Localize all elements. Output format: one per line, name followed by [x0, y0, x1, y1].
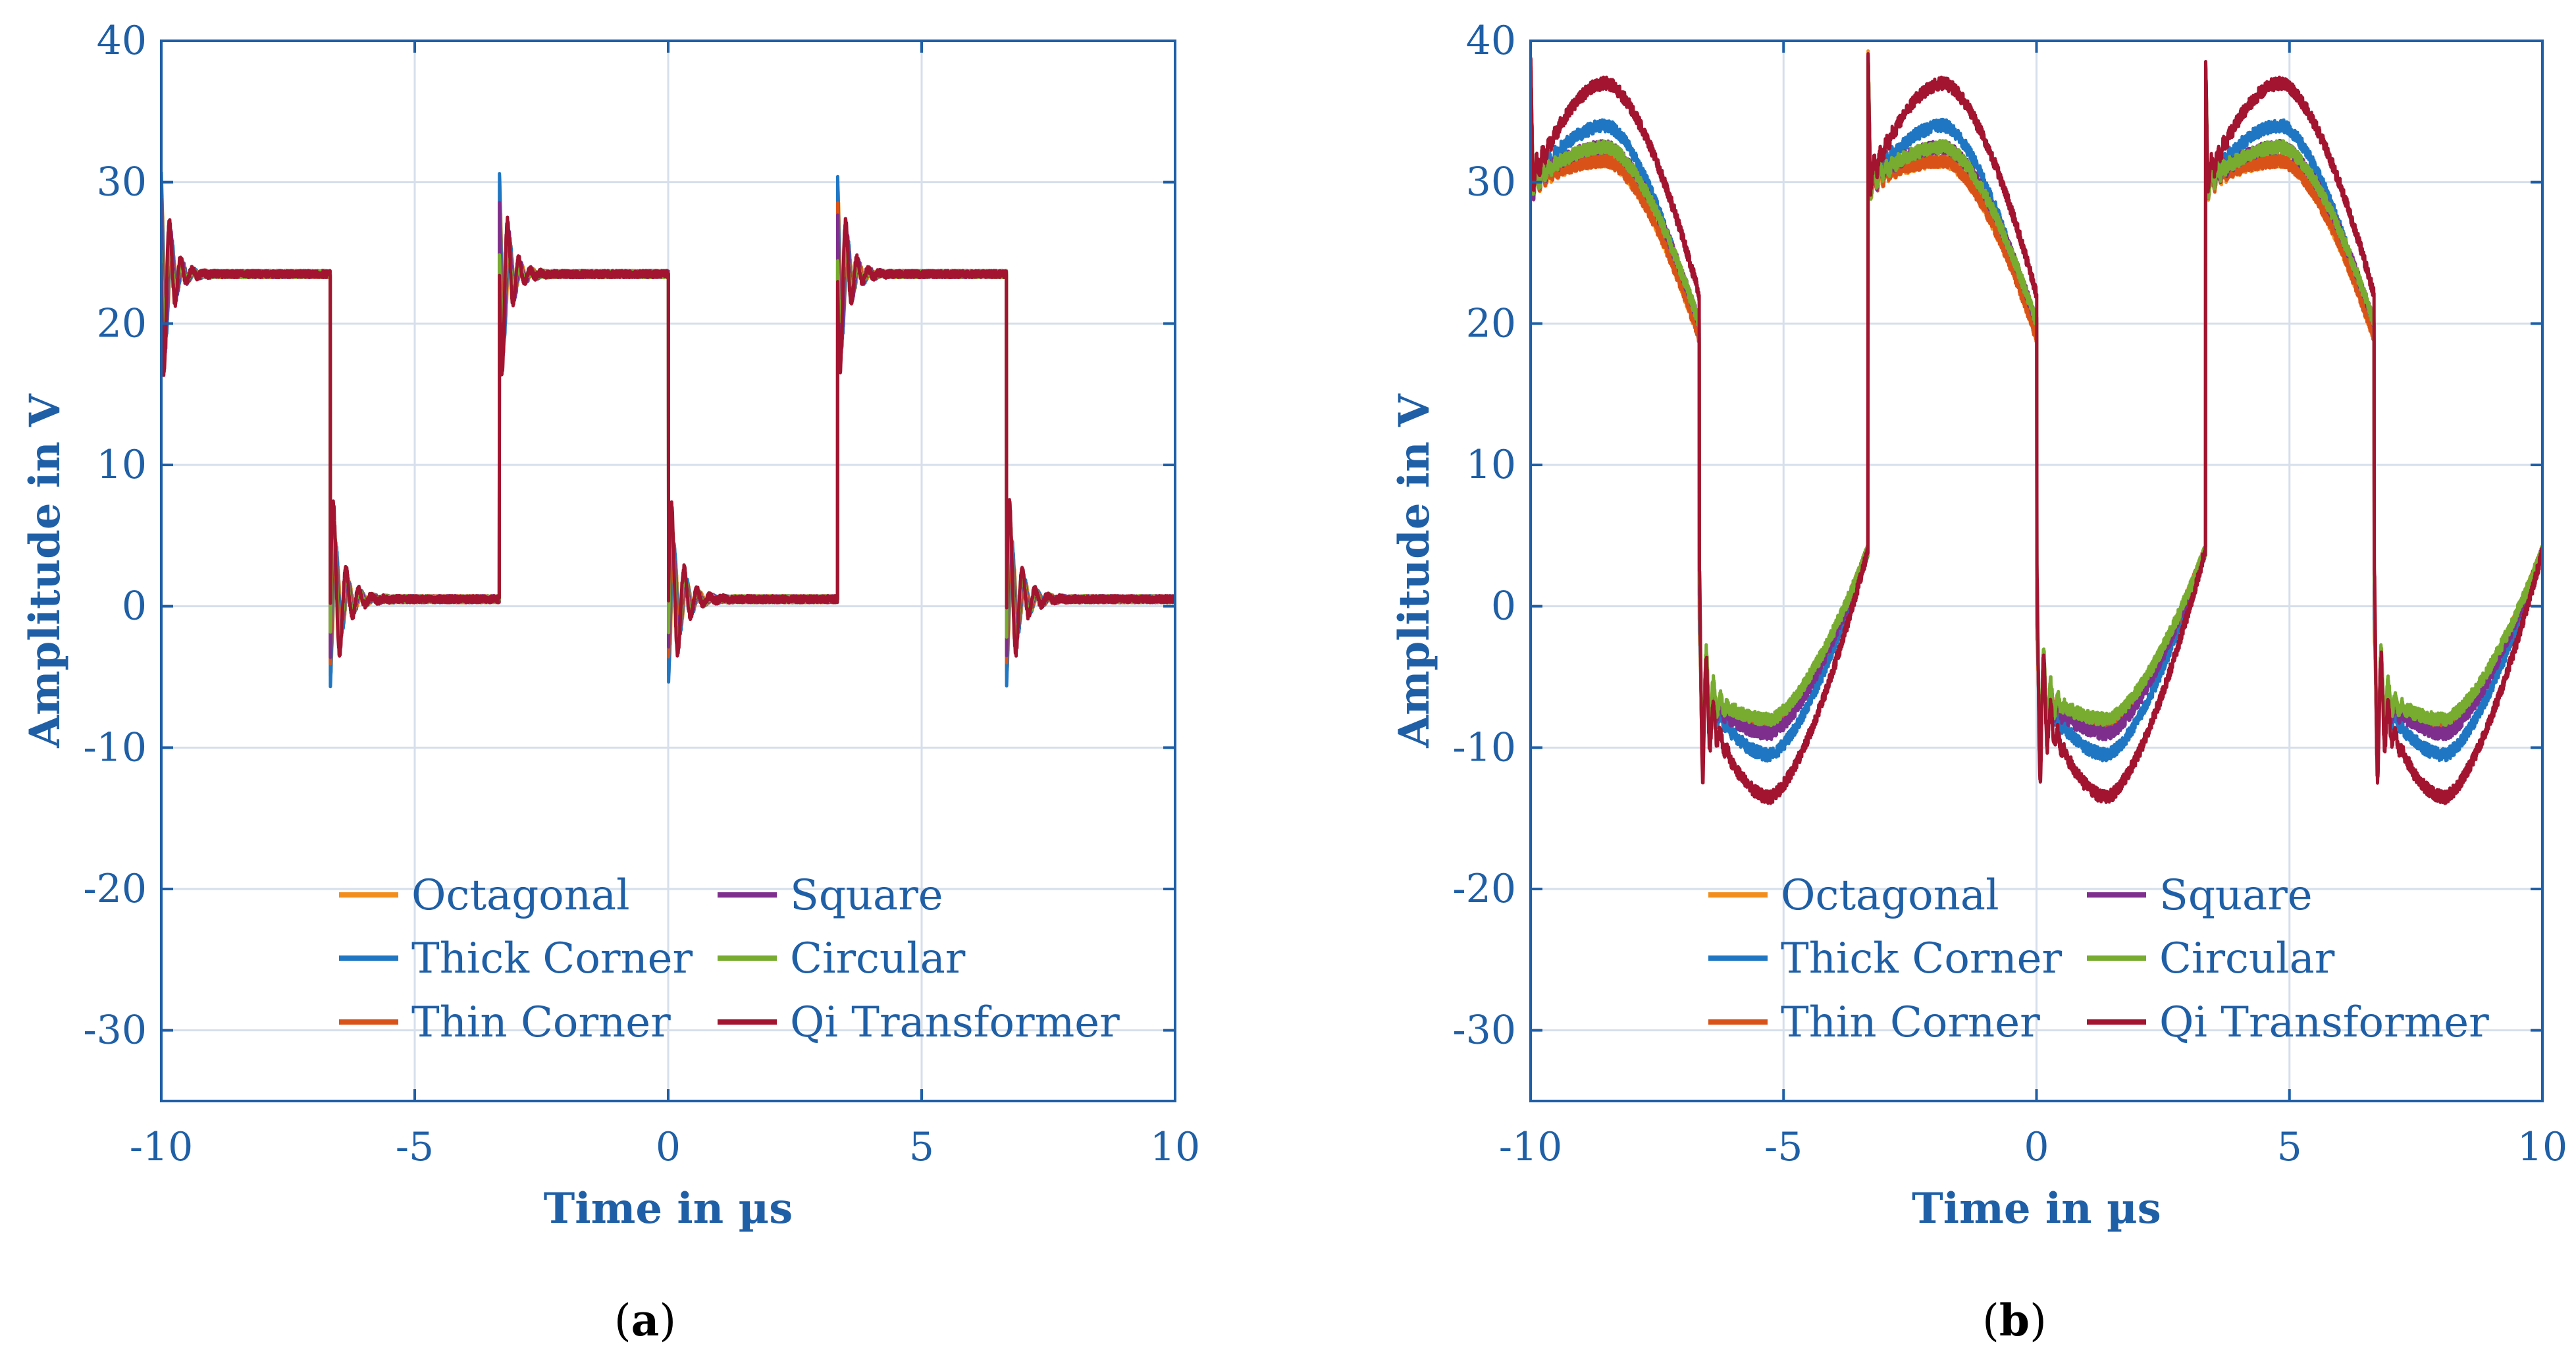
y-tick-label-b: -20 — [1452, 866, 1516, 912]
x-tick-label-a: 5 — [909, 1124, 934, 1170]
y-tick-label-b: 40 — [1466, 18, 1516, 64]
series-group-b — [1531, 49, 2542, 805]
y-tick-label-a: 30 — [97, 159, 147, 205]
legend-b: Octagonal Thick Corner Thin Corner Square Ci… — [1708, 871, 2489, 1047]
x-tick-label-a: 10 — [1150, 1124, 1200, 1170]
panel-caption-b: (b) — [1982, 1295, 2047, 1346]
panel-b: -10 -5 0 5 10 -30 -20 -10 0 10 20 30 40 Time in µs Amp… — [1390, 18, 2567, 1346]
x-tick-label-b: 10 — [2517, 1124, 2567, 1170]
legend-label-qi-transformer-a: Qi Transformer — [790, 998, 1120, 1047]
legend-label-qi-transformer-b: Qi Transformer — [2159, 998, 2489, 1047]
legend-a: Octagonal Thick Corner Thin Corner Square Ci… — [339, 871, 1120, 1047]
y-tick-label-a: 20 — [97, 300, 147, 346]
y-tick-label-b: -30 — [1452, 1008, 1516, 1054]
y-tick-label-a: 0 — [122, 583, 147, 630]
x-axis-label-b: Time in µs — [1912, 1184, 2161, 1233]
caption-letter-b: b — [1999, 1295, 2030, 1346]
y-tick-label-a: -10 — [83, 724, 147, 770]
legend-label-circular-a: Circular — [790, 934, 966, 983]
y-tick-label-a: 40 — [97, 18, 147, 64]
x-tick-label-b: 5 — [2277, 1124, 2302, 1170]
x-tick-label-b: -5 — [1764, 1124, 1802, 1170]
x-tick-label-b: -10 — [1499, 1124, 1563, 1170]
legend-label-octagonal-a: Octagonal — [411, 871, 630, 920]
y-tick-label-b: 0 — [1491, 583, 1516, 630]
x-tick-label-a: -5 — [396, 1124, 434, 1170]
x-tick-label-a: 0 — [656, 1124, 681, 1170]
panel-a: -10 -5 0 5 10 -30 -20 -10 0 10 20 30 40 Time in µs Amp… — [20, 18, 1200, 1346]
legend-label-thick-corner-a: Thick Corner — [411, 934, 693, 983]
series-group-a — [161, 171, 1175, 689]
y-axis-label-a: Amplitude in V — [20, 393, 70, 749]
caption-close-paren-a: ) — [659, 1295, 676, 1346]
panel-caption-a: (a) — [614, 1295, 676, 1346]
caption-close-paren-b: ) — [2030, 1295, 2047, 1346]
caption-open-paren-b: ( — [1982, 1295, 1999, 1346]
x-tick-label-a: -10 — [130, 1124, 194, 1170]
legend-label-square-b: Square — [2159, 871, 2313, 920]
y-tick-label-b: 10 — [1466, 442, 1516, 488]
legend-label-circular-b: Circular — [2159, 934, 2335, 983]
y-tick-label-a: -20 — [83, 866, 147, 912]
legend-label-thin-corner-b: Thin Corner — [1781, 998, 2040, 1047]
y-tick-label-a: -30 — [83, 1008, 147, 1054]
caption-open-paren-a: ( — [614, 1295, 631, 1346]
y-axis-label-b: Amplitude in V — [1390, 393, 1439, 749]
caption-letter-a: a — [631, 1295, 660, 1346]
legend-label-octagonal-b: Octagonal — [1781, 871, 1999, 920]
y-tick-label-b: -10 — [1452, 724, 1516, 770]
x-axis-label-a: Time in µs — [544, 1184, 793, 1233]
series-line-qi-transformer-b — [1531, 52, 2542, 805]
y-tick-label-a: 10 — [97, 442, 147, 488]
series-line-qi-transformer-a — [161, 215, 1175, 658]
legend-label-thin-corner-a: Thin Corner — [411, 998, 671, 1047]
legend-label-square-a: Square — [790, 871, 943, 920]
y-tick-label-b: 20 — [1466, 300, 1516, 346]
x-tick-label-b: 0 — [2024, 1124, 2049, 1170]
y-tick-label-b: 30 — [1466, 159, 1516, 205]
legend-label-thick-corner-b: Thick Corner — [1781, 934, 2063, 983]
